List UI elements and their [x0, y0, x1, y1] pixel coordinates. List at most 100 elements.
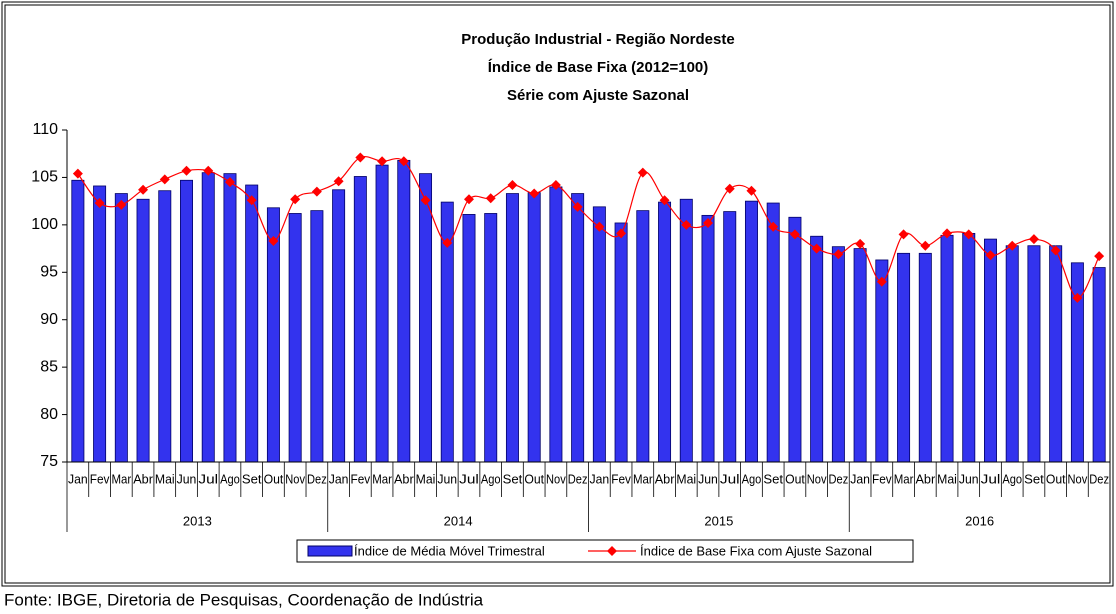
x-tick-label: Fev — [872, 471, 892, 486]
chart-inner-border — [4, 4, 1111, 584]
y-tick-label: 95 — [40, 264, 58, 281]
x-tick-label: Mar — [894, 471, 914, 486]
bar — [288, 213, 302, 463]
legend-swatch — [307, 545, 353, 557]
bar — [1049, 245, 1063, 463]
chart-title: Produção Industrial - Região Nordeste — [461, 31, 734, 48]
group-label: 2016 — [965, 513, 994, 528]
marker — [290, 194, 301, 205]
bar — [71, 179, 85, 463]
x-tick-label: Jan — [590, 471, 610, 486]
marker — [594, 221, 605, 232]
x-tick-label: Jul — [459, 471, 479, 486]
bar — [114, 193, 128, 463]
marker — [268, 235, 279, 246]
x-tick-label: Dez — [307, 471, 327, 486]
marker — [94, 198, 105, 209]
bar — [180, 179, 193, 463]
x-tick-label: Mai — [676, 471, 696, 486]
bar — [766, 202, 780, 463]
marker — [616, 228, 627, 239]
bar — [614, 222, 628, 463]
legend-label: Índice de Média Móvel Trimestral — [354, 543, 545, 558]
bar — [93, 185, 107, 463]
x-tick-label: Ago — [1002, 471, 1022, 486]
bar — [723, 211, 737, 463]
marker — [463, 194, 474, 205]
marker — [942, 228, 953, 239]
y-tick-label: 105 — [31, 169, 58, 186]
marker — [659, 195, 670, 206]
bar — [744, 200, 758, 463]
marker — [507, 180, 518, 191]
marker — [355, 152, 366, 163]
bar — [353, 176, 367, 463]
x-tick-label: Set — [763, 471, 783, 486]
bar — [310, 210, 324, 463]
marker — [246, 195, 257, 206]
x-tick-label: Jan — [68, 471, 88, 486]
x-tick-label: Out — [785, 471, 805, 486]
marker — [768, 221, 779, 232]
x-tick-label: Jan — [850, 471, 870, 486]
x-tick-label: Nov — [807, 471, 827, 486]
bar — [245, 184, 259, 463]
bar — [419, 173, 433, 463]
x-tick-label: Jun — [959, 471, 979, 486]
marker — [333, 176, 344, 187]
marker — [1094, 251, 1105, 262]
x-tick-label: Out — [264, 471, 284, 486]
x-tick-label: Mar — [372, 471, 392, 486]
marker — [181, 165, 192, 176]
bar — [201, 172, 215, 463]
marker — [159, 174, 170, 185]
marker — [550, 180, 561, 191]
bar — [136, 198, 150, 463]
legend-swatch — [607, 546, 617, 556]
x-tick-label: Abr — [655, 471, 675, 486]
y-tick-label: 110 — [32, 121, 58, 138]
marker — [681, 219, 692, 230]
marker — [724, 183, 735, 194]
bar — [962, 232, 976, 463]
x-tick-label: Jun — [177, 471, 197, 486]
marker — [420, 195, 431, 206]
x-tick-label: Mar — [633, 471, 653, 486]
x-tick-label: Ago — [220, 471, 240, 486]
x-tick-label: Fev — [350, 471, 370, 486]
x-tick-label: Set — [242, 471, 262, 486]
x-tick-label: Mai — [937, 471, 957, 486]
x-tick-label: Out — [1046, 471, 1066, 486]
y-tick-label: 85 — [40, 358, 58, 375]
group-label: 2014 — [444, 513, 473, 528]
bar — [332, 189, 346, 463]
x-tick-label: Abr — [915, 471, 935, 486]
group-label: 2015 — [704, 513, 733, 528]
bar — [875, 259, 889, 463]
y-tick-label: 75 — [40, 453, 58, 470]
marker — [811, 243, 822, 254]
marker — [529, 188, 540, 199]
bar — [918, 252, 932, 463]
bar — [636, 210, 650, 463]
bar — [701, 214, 715, 463]
marker — [224, 177, 235, 188]
bar — [571, 193, 585, 463]
marker — [138, 184, 149, 195]
marker — [637, 167, 648, 178]
x-tick-label: Set — [503, 471, 523, 486]
marker — [746, 185, 757, 196]
legend-label: Índice de Base Fixa com Ajuste Sazonal — [640, 543, 872, 558]
x-tick-label: Nov — [546, 471, 566, 486]
marker — [1028, 234, 1039, 245]
x-tick-label: Abr — [133, 471, 153, 486]
marker — [789, 229, 800, 240]
x-tick-label: Fev — [90, 471, 110, 486]
y-tick-label: 80 — [40, 406, 58, 423]
marker — [876, 276, 887, 287]
marker — [898, 229, 909, 240]
marker — [572, 201, 583, 212]
x-tick-label: Out — [524, 471, 544, 486]
bar — [658, 201, 672, 463]
bar — [397, 159, 411, 463]
